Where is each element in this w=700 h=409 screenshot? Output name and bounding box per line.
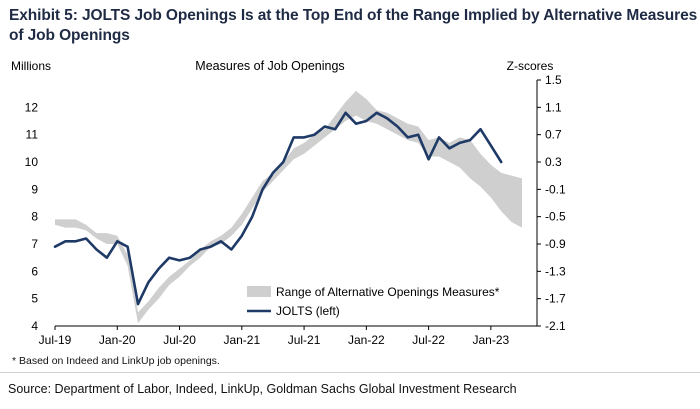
x-tick-label: Jul-19 [39, 333, 72, 347]
y-tick-label-right: -0.1 [545, 182, 566, 196]
legend-swatch-range [247, 286, 271, 297]
legend-label-range: Range of Alternative Openings Measures* [276, 285, 500, 299]
y-tick-label-left: 10 [25, 155, 39, 169]
footer-divider [0, 372, 700, 373]
y-tick-label-left: 12 [25, 100, 39, 114]
footnote: * Based on Indeed and LinkUp job opening… [12, 355, 220, 367]
x-tick-label: Jan-23 [473, 333, 510, 347]
x-tick-label: Jan-20 [99, 333, 136, 347]
y-tick-label-right: -2.1 [545, 319, 566, 333]
x-tick-label: Jul-20 [163, 333, 196, 347]
chart-title: Exhibit 5: JOLTS Job Openings Is at the … [9, 7, 698, 44]
axes-layer: Jul-19 Jan-20 Jul-20 Jan-21 Jul-21 Jan-22 Jul-… [25, 73, 566, 347]
job-openings-chart: Millions Measures of Job Openings Z-scor… [11, 59, 566, 347]
source-note: Source: Department of Labor, Indeed, Lin… [8, 382, 517, 396]
y-tick-label-left: 6 [31, 264, 38, 278]
y-tick-label-left: 7 [31, 237, 38, 251]
y-tick-label-right: 0.3 [545, 155, 562, 169]
y-tick-label-left: 11 [26, 128, 39, 142]
x-tick-label: Jul-21 [288, 333, 321, 347]
y-tick-label-right: 1.5 [545, 73, 562, 87]
y-axis-left-label: Millions [11, 59, 51, 73]
legend-label-jolts: JOLTS (left) [276, 304, 340, 318]
legend: Range of Alternative Openings Measures* J… [247, 285, 500, 318]
y-tick-label-left: 5 [31, 292, 38, 306]
chart-subtitle: Measures of Job Openings [195, 59, 344, 73]
y-tick-label-left: 4 [31, 319, 38, 333]
y-tick-label-left: 9 [31, 182, 38, 196]
x-tick-label: Jul-22 [412, 333, 445, 347]
jolts-line-layer [53, 111, 503, 306]
y-tick-label-left: 8 [31, 210, 38, 224]
x-tick-label: Jan-22 [348, 333, 385, 347]
y-tick-label-right: -0.9 [545, 237, 566, 251]
jolts-line [53, 111, 503, 306]
y-tick-label-right: -1.7 [545, 292, 566, 306]
y-axis-right-label: Z-scores [507, 59, 554, 73]
y-tick-label-right: -0.5 [545, 210, 566, 224]
y-tick-label-right: -1.3 [545, 264, 566, 278]
y-tick-label-right: 0.7 [545, 128, 562, 142]
x-tick-label: Jan-21 [223, 333, 260, 347]
y-tick-label-right: 1.1 [545, 100, 562, 114]
